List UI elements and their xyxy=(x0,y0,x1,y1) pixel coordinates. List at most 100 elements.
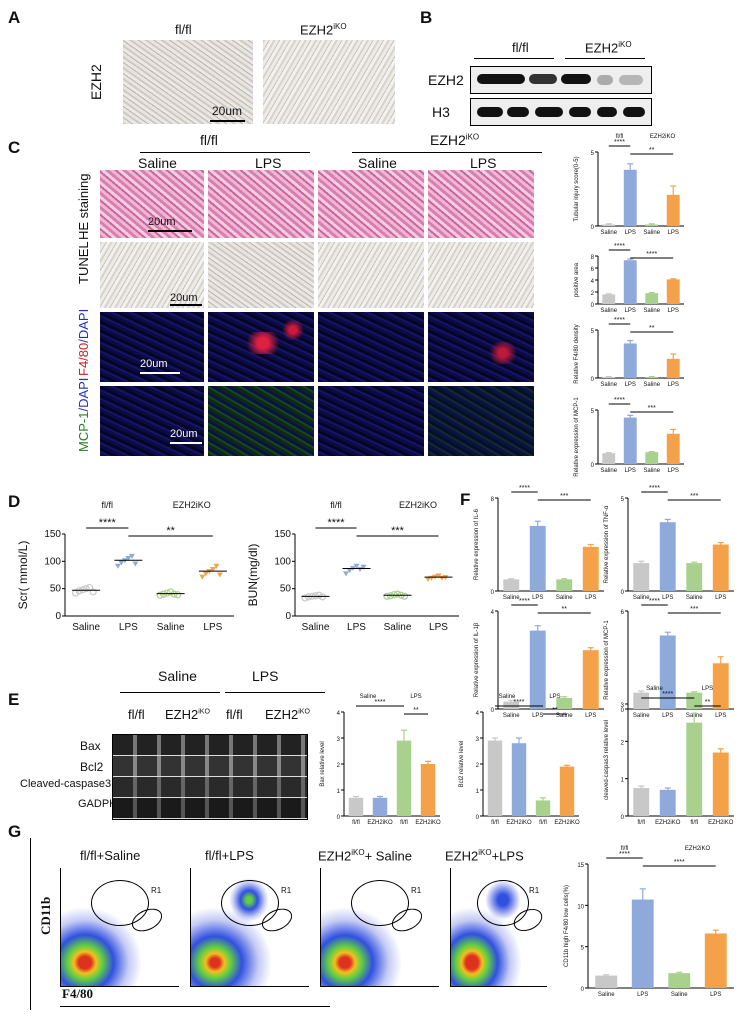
row-label-he: HE staining xyxy=(76,173,91,240)
bar xyxy=(623,417,637,464)
sig-label: **** xyxy=(674,859,685,866)
y-tick-label: 4 xyxy=(476,711,480,717)
x-tick-label: Saline xyxy=(157,622,185,633)
bar xyxy=(645,293,659,304)
x-tick-label: LPS xyxy=(637,992,648,998)
group-label: EZH2iKO xyxy=(685,846,711,852)
data-point xyxy=(132,561,139,567)
group-label: fl/fl xyxy=(330,500,342,510)
group-label: Saline xyxy=(646,686,663,692)
bar xyxy=(645,377,659,378)
x-tick-label: Saline xyxy=(556,713,573,719)
sig-label: **** xyxy=(514,699,525,706)
x-tick-label: fl/fl xyxy=(539,820,547,826)
bar xyxy=(666,433,680,464)
data-point xyxy=(383,592,391,600)
x-tick-label: Saline xyxy=(671,992,688,998)
x-tick-label: Saline xyxy=(503,713,520,719)
y-tick-label: 2 xyxy=(476,763,480,769)
blot-row-caspase3: Cleaved-caspase3 xyxy=(20,778,112,790)
data-point xyxy=(301,594,309,602)
y-axis-label: Relative expression of MCP-1 xyxy=(604,620,610,700)
y-axis-label: Scr( mmol/L) xyxy=(16,541,30,610)
ihc-image-flfl xyxy=(123,40,253,124)
y-tick-label: 6 xyxy=(621,610,625,616)
data-point xyxy=(213,563,220,569)
chart-mcp1-c: 0 5 Relative expression of MCP-1 Saline LPS S… xyxy=(574,397,684,477)
data-point xyxy=(125,556,132,562)
panel-c-cond4: LPS xyxy=(470,155,497,171)
x-tick-label: LPS xyxy=(625,382,636,388)
bar xyxy=(582,650,599,709)
chart-positive-area: 0 2 4 6 8 positive area Saline LPS Saline LPS ****… xyxy=(574,243,684,314)
data-point xyxy=(435,573,442,579)
data-point xyxy=(79,586,87,594)
y-tick-label: 0 xyxy=(621,590,625,596)
blot-row-h3: H3 xyxy=(432,104,450,120)
bar xyxy=(712,752,729,816)
y-axis-label: Relative expression of IL-1β xyxy=(474,622,480,697)
chart-bax: 0 1 2 3 4 Bax relative level fl/fl EZH2iKO fl/fl… xyxy=(320,694,441,826)
sig-label: ** xyxy=(562,606,568,613)
sig-label: ** xyxy=(705,699,711,706)
data-point xyxy=(390,591,398,599)
sig-label: **** xyxy=(375,699,386,706)
sig-label: **** xyxy=(519,598,530,605)
bar xyxy=(556,697,573,709)
he-image-4 xyxy=(428,170,534,238)
sig-label: *** xyxy=(690,493,698,500)
bar xyxy=(348,797,364,816)
tunel-scale: 20um xyxy=(170,292,198,304)
blot-panel-e xyxy=(112,734,308,820)
data-point xyxy=(199,574,206,580)
bar xyxy=(511,743,527,816)
blot-row-gadph: GADPH xyxy=(78,798,118,810)
bar xyxy=(602,453,616,464)
y-tick-label: 1 xyxy=(476,789,480,795)
chart-cd11b: 0 5 10 15 CD11b high F4/80 low cells(%) Salin… xyxy=(564,846,734,998)
x-tick-label: Saline xyxy=(72,622,100,633)
bar xyxy=(623,169,637,226)
x-tick-label: LPS xyxy=(532,713,543,719)
mcp1-image-1 xyxy=(100,386,204,456)
x-tick-label: Saline xyxy=(633,713,650,719)
f480-scale: 20um xyxy=(140,358,168,370)
bar xyxy=(645,452,659,464)
bar xyxy=(595,975,618,988)
mcp1-scale: 20um xyxy=(170,428,198,440)
chart-tubular-injury: 0 5 Tubular injury score(0-5) Saline LPS Sali… xyxy=(574,134,684,236)
row-label-tunel: TUNEL xyxy=(76,241,91,284)
blot-row-bcl2: Bcl2 xyxy=(80,760,104,774)
x-tick-label: Saline xyxy=(633,595,650,601)
x-tick-label: Saline xyxy=(686,595,703,601)
row-label-mcp1: MCP-1/DAPI xyxy=(76,377,91,452)
panel-a-scale: 20um xyxy=(212,104,243,118)
panel-c-cond3: Saline xyxy=(358,155,397,171)
y-tick-label: 5 xyxy=(621,497,625,503)
y-tick-label: 4 xyxy=(591,279,595,285)
tunel-image-4 xyxy=(428,242,534,308)
y-tick-label: 0 xyxy=(591,303,595,309)
y-axis-label: Tubular injury score(0-5) xyxy=(574,156,580,221)
group-label: EZH2iKO xyxy=(399,500,437,510)
f480-image-1 xyxy=(100,312,204,382)
sig-label: **** xyxy=(614,243,625,250)
bar xyxy=(556,579,573,591)
panel-a-col1: fl/fl xyxy=(175,22,192,37)
x-tick-label: fl/fl xyxy=(491,820,499,826)
panel-c-letter: C xyxy=(8,138,21,157)
y-tick-label: 0 xyxy=(591,225,595,231)
bar xyxy=(686,563,703,591)
panel-e-sub2: EZH2iKO xyxy=(165,707,210,722)
y-tick-label: 3 xyxy=(476,737,480,743)
chart-caspase3: 0 1 2 3 cleaved-caspas3 relative level fl/fl E… xyxy=(604,686,734,826)
x-tick-label: LPS xyxy=(585,595,596,601)
x-tick-label: LPS xyxy=(668,230,679,236)
bar xyxy=(487,740,503,816)
chart-tnfa: 0 5 Relative expression of TNF-α Saline LPS S… xyxy=(604,485,734,601)
he-image-3 xyxy=(318,170,424,238)
x-tick-label: Saline xyxy=(302,622,330,633)
sig-label: **** xyxy=(614,397,625,404)
data-point xyxy=(170,590,178,598)
y-tick-label: 0 xyxy=(621,708,625,714)
